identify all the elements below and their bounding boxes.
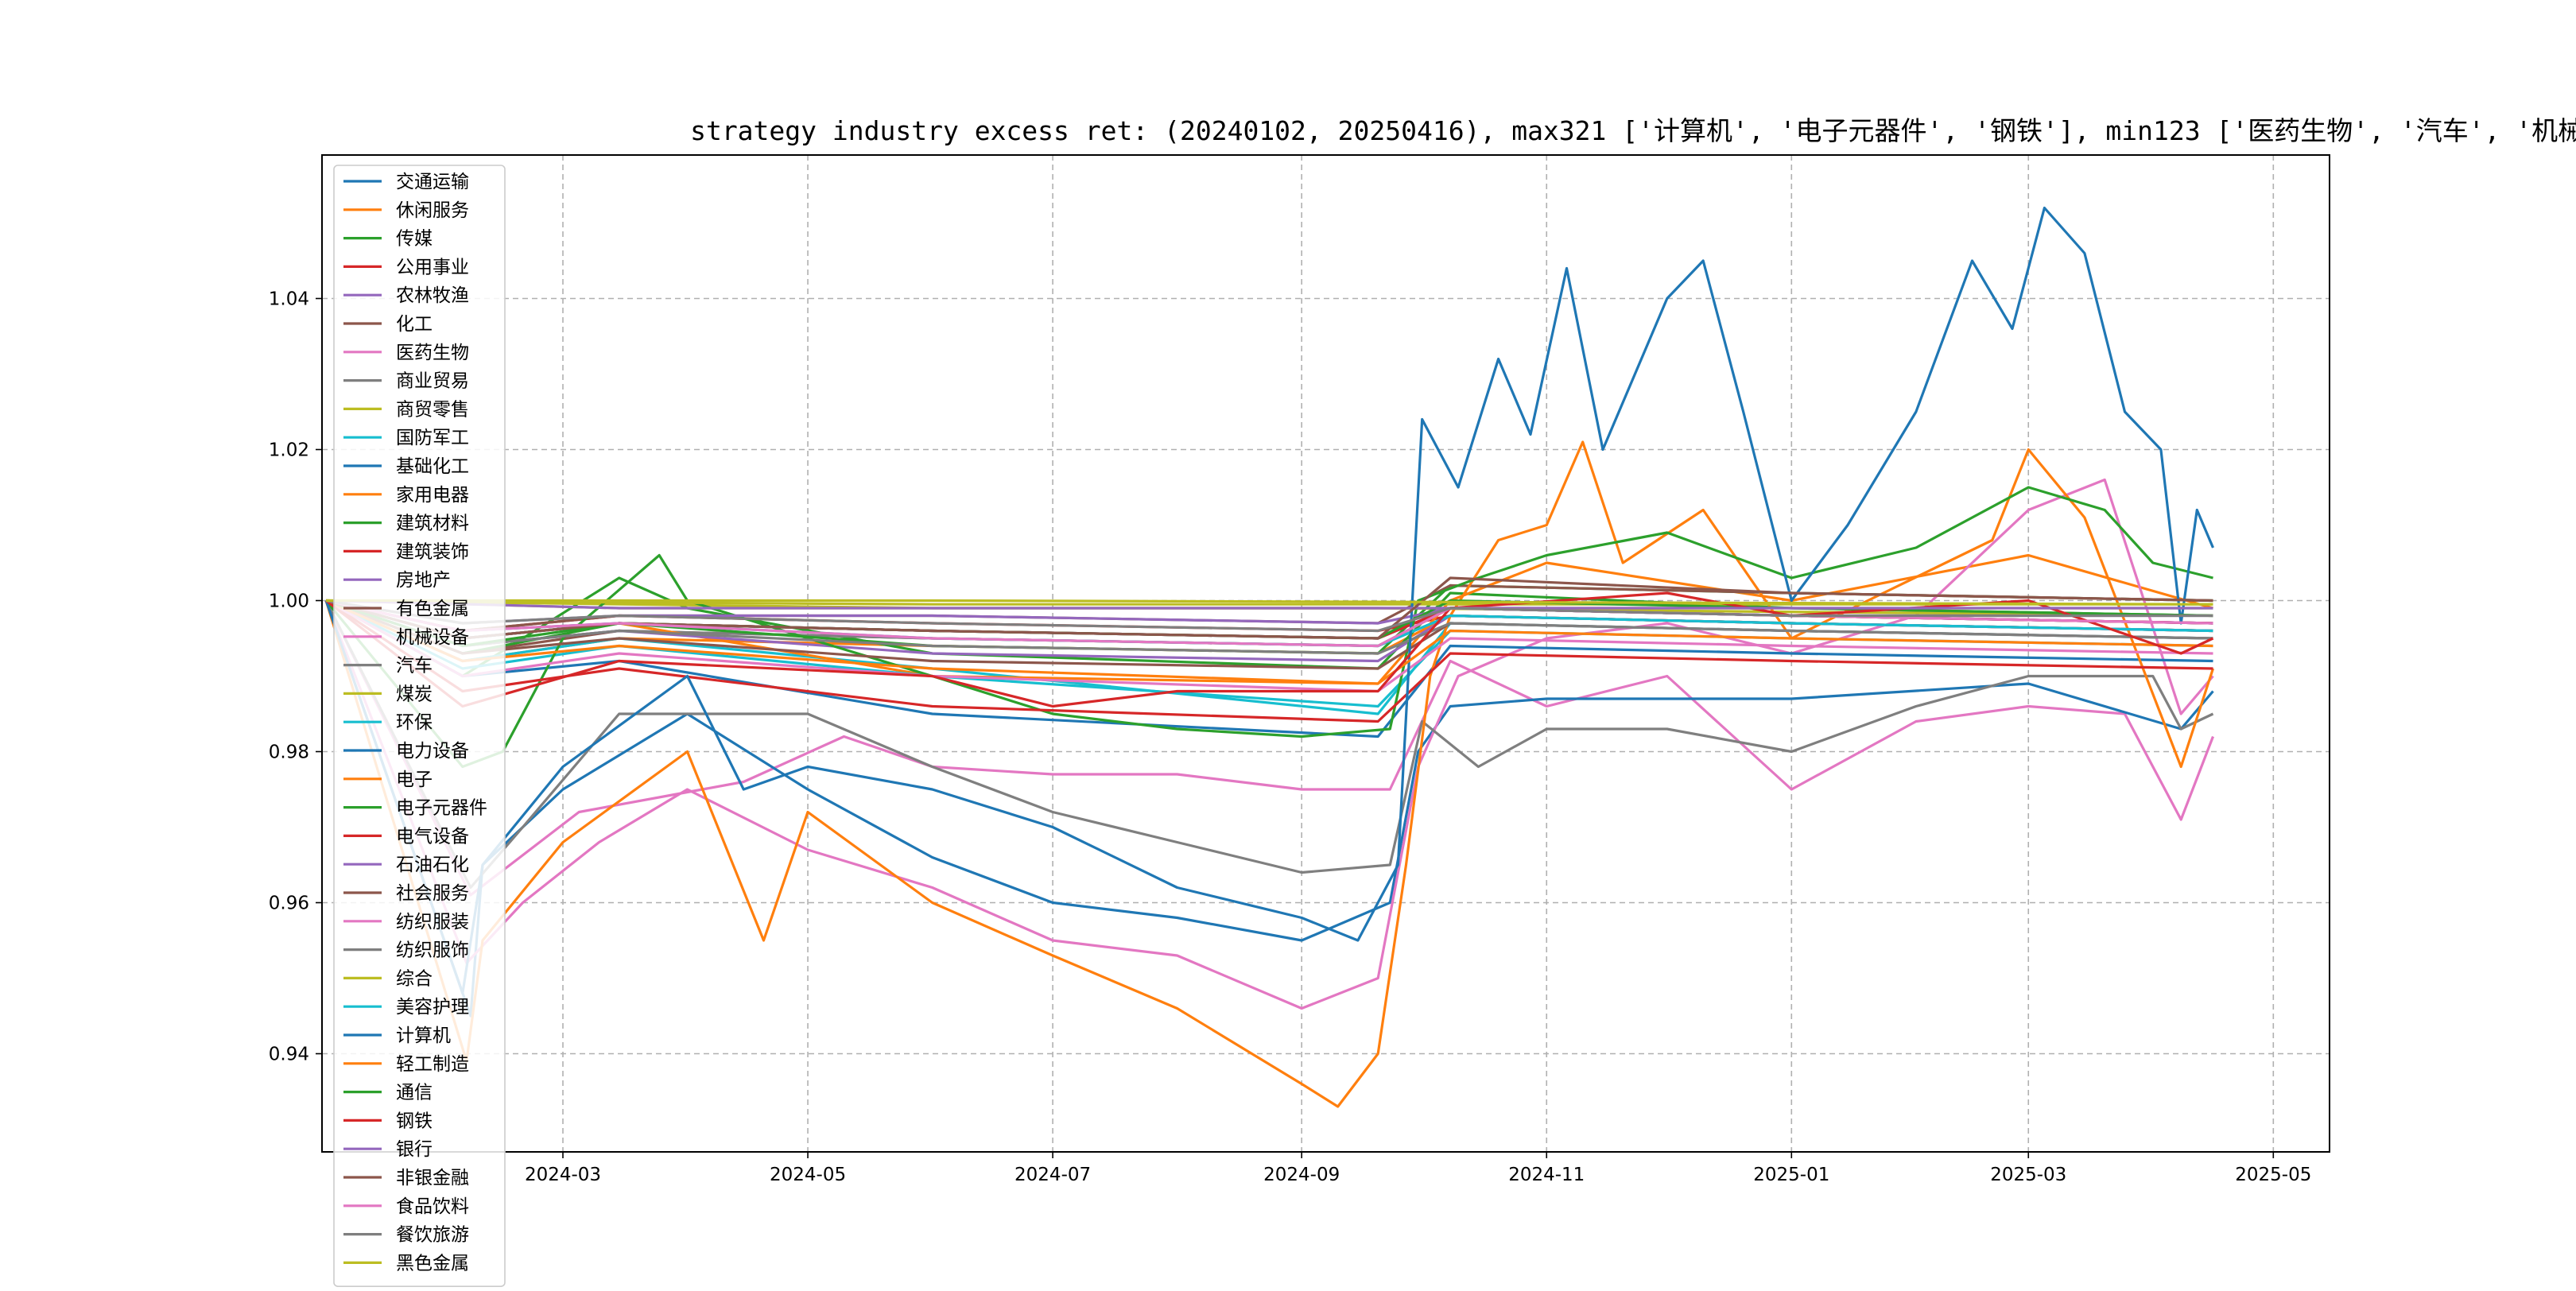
legend-label: 电子	[396, 770, 433, 790]
x-tick-label: 2025-01	[1753, 1165, 1829, 1185]
legend: 交通运输休闲服务传媒公用事业农林牧渔化工医药生物商业贸易商贸零售国防军工基础化工…	[333, 165, 506, 1287]
legend-label: 国防军工	[396, 428, 469, 448]
legend-label: 纺织服饰	[396, 940, 469, 961]
series-line-6	[324, 599, 2214, 897]
x-tick-label: 2024-03	[525, 1165, 601, 1185]
legend-label: 传媒	[396, 229, 433, 250]
legend-label: 石油石化	[396, 855, 469, 875]
legend-label: 非银金融	[396, 1168, 469, 1188]
legend-label: 计算机	[396, 1025, 451, 1046]
series-lines	[324, 206, 2215, 1108]
y-tick-label: 0.98	[269, 742, 309, 763]
series-line-16	[324, 478, 2214, 1010]
x-tick-label: 2025-05	[2235, 1165, 2311, 1185]
legend-label: 有色金属	[396, 599, 469, 619]
y-tick-label: 1.04	[269, 289, 309, 310]
legend-label: 商贸零售	[396, 399, 469, 420]
legend-label: 综合	[396, 968, 433, 989]
series-line-10	[324, 599, 2214, 1018]
legend-label: 家用电器	[396, 485, 469, 506]
legend-label: 美容护理	[396, 997, 469, 1018]
legend-label: 汽车	[396, 656, 433, 677]
legend-label: 交通运输	[396, 172, 469, 192]
x-tick-label: 2024-05	[770, 1165, 846, 1185]
legend-label: 基础化工	[396, 456, 469, 477]
chart-title: strategy industry excess ret: (20240102,…	[690, 115, 2576, 146]
x-tick-label: 2025-03	[1990, 1165, 2066, 1185]
series-line-17	[324, 599, 2214, 890]
legend-label: 机械设备	[396, 627, 469, 648]
x-tick-label: 2024-09	[1263, 1165, 1340, 1185]
series-line-30	[324, 206, 2214, 995]
y-axis: 0.94 0.96 0.98 1.00 1.02 1.04	[269, 289, 322, 1065]
legend-label: 电气设备	[396, 826, 469, 847]
legend-label: 电力设备	[396, 741, 469, 762]
legend-label: 建筑装饰	[396, 541, 469, 562]
legend-label: 食品饮料	[396, 1196, 469, 1217]
legend-label: 房地产	[396, 570, 451, 591]
legend-label: 银行	[396, 1139, 433, 1160]
legend-label: 建筑材料	[396, 514, 469, 534]
x-tick-label: 2024-07	[1014, 1165, 1091, 1185]
legend-label: 纺织服装	[396, 912, 469, 932]
x-tick-label: 2024-11	[1508, 1165, 1585, 1185]
plot-frame	[321, 154, 2330, 1153]
y-tick-label: 0.94	[269, 1045, 309, 1065]
y-tick-label: 0.96	[269, 894, 309, 914]
series-line-22	[324, 486, 2213, 769]
legend-label: 医药生物	[396, 343, 469, 363]
y-tick-label: 1.00	[269, 591, 309, 612]
x-axis: 2024-03 2024-05 2024-07 2024-09 2024-11 2025-…	[525, 1152, 2311, 1185]
legend-label: 餐饮旅游	[396, 1225, 469, 1246]
series-line-33	[325, 591, 2214, 708]
legend-label: 商业贸易	[396, 371, 469, 392]
legend-label: 公用事业	[396, 257, 469, 277]
y-tick-label: 1.02	[269, 440, 309, 461]
series-line-38	[326, 599, 2213, 606]
legend-label: 社会服务	[396, 883, 469, 904]
legend-label: 黑色金属	[396, 1253, 469, 1274]
legend-label: 轻工制造	[396, 1054, 469, 1075]
legend-label: 化工	[396, 314, 433, 335]
legend-label: 农林牧渔	[396, 285, 469, 306]
legend-label: 煤炭	[396, 684, 433, 704]
legend-label: 环保	[396, 712, 433, 733]
legend-label: 休闲服务	[396, 200, 469, 221]
series-line-21	[324, 440, 2215, 1108]
legend-label: 通信	[396, 1083, 433, 1103]
legend-label: 电子元器件	[396, 798, 487, 819]
legend-label: 钢铁	[396, 1111, 433, 1131]
